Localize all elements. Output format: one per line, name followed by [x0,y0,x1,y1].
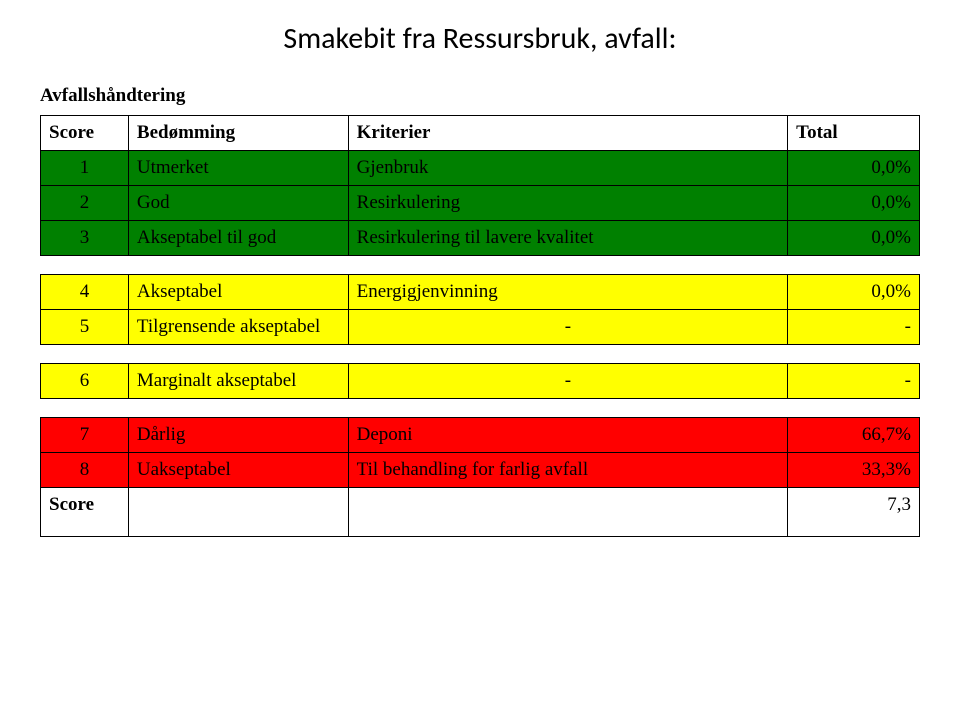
cell-rating: Marginalt akseptabel [128,364,348,399]
table-row: 2 God Resirkulering 0,0% [41,186,920,221]
score-row: Score 7,3 [41,488,920,537]
cell-num: 3 [41,221,129,256]
cell-rating: Dårlig [128,418,348,453]
spacer-row [41,345,920,364]
spacer-row [41,399,920,418]
header-criteria: Kriterier [348,116,788,151]
page-title: Smakebit fra Ressursbruk, avfall: [40,20,920,57]
cell-rating: God [128,186,348,221]
cell-rating: Tilgrensende akseptabel [128,310,348,345]
cell-rating: Akseptabel [128,275,348,310]
cell-num: 1 [41,151,129,186]
cell-num: 4 [41,275,129,310]
cell-rating: Uakseptabel [128,453,348,488]
table-row: 7 Dårlig Deponi 66,7% [41,418,920,453]
cell-total: 0,0% [788,186,920,221]
cell-num: 8 [41,453,129,488]
cell-total: 0,0% [788,221,920,256]
cell-total: - [788,364,920,399]
table-row: 3 Akseptabel til god Resirkulering til l… [41,221,920,256]
score-empty [348,488,788,537]
cell-total: 0,0% [788,151,920,186]
spacer-row [41,256,920,275]
cell-criteria: Resirkulering til lavere kvalitet [348,221,788,256]
table-row: 4 Akseptabel Energigjenvinning 0,0% [41,275,920,310]
cell-criteria: Resirkulering [348,186,788,221]
table-row: 6 Marginalt akseptabel - - [41,364,920,399]
score-empty [128,488,348,537]
score-label: Score [41,488,129,537]
score-value: 7,3 [788,488,920,537]
table-row: 8 Uakseptabel Til behandling for farlig … [41,453,920,488]
cell-num: 7 [41,418,129,453]
header-rating: Bedømming [128,116,348,151]
header-total: Total [788,116,920,151]
cell-total: 66,7% [788,418,920,453]
table-row: 1 Utmerket Gjenbruk 0,0% [41,151,920,186]
section-title: Avfallshåndtering [40,85,920,107]
cell-num: 5 [41,310,129,345]
cell-num: 2 [41,186,129,221]
cell-criteria: Gjenbruk [348,151,788,186]
header-score: Score [41,116,129,151]
cell-criteria: - [348,310,788,345]
cell-criteria: Deponi [348,418,788,453]
table-row: 5 Tilgrensende akseptabel - - [41,310,920,345]
cell-rating: Akseptabel til god [128,221,348,256]
cell-criteria: - [348,364,788,399]
cell-rating: Utmerket [128,151,348,186]
cell-total: - [788,310,920,345]
cell-total: 33,3% [788,453,920,488]
cell-criteria: Til behandling for farlig avfall [348,453,788,488]
cell-criteria: Energigjenvinning [348,275,788,310]
cell-num: 6 [41,364,129,399]
cell-total: 0,0% [788,275,920,310]
table-header-row: Score Bedømming Kriterier Total [41,116,920,151]
criteria-table: Score Bedømming Kriterier Total 1 Utmerk… [40,115,920,537]
